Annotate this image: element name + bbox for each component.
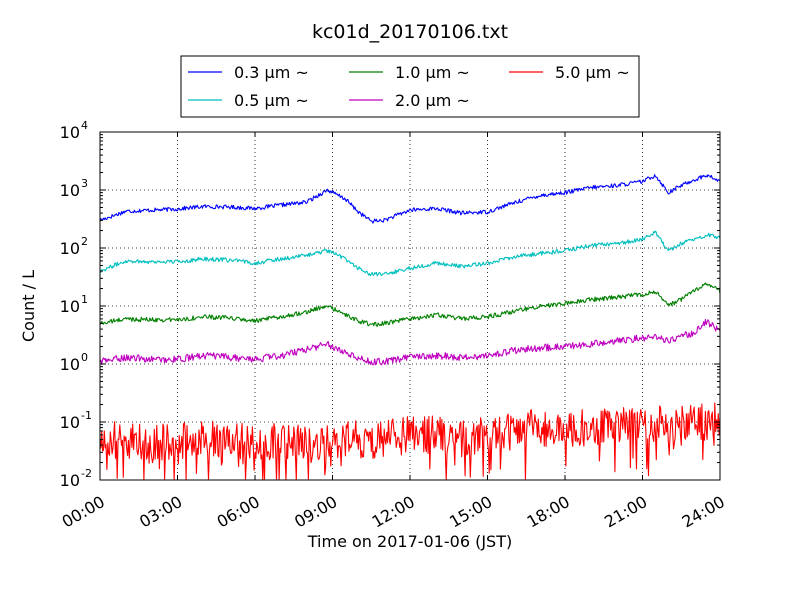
series-line <box>99 230 721 277</box>
x-tick-label: 12:00 <box>369 492 418 532</box>
y-tick-exponent: 4 <box>81 119 88 132</box>
y-tick-label: 10 <box>60 355 80 374</box>
x-axis-label: Time on 2017-01-06 (JST) <box>307 532 512 551</box>
y-tick-exponent: 2 <box>81 235 88 248</box>
chart-title: kc01d_20170106.txt <box>312 21 508 43</box>
legend-label: 1.0 μm ~ <box>395 63 470 82</box>
x-tick-label: 24:00 <box>679 492 728 532</box>
x-tick-label: 21:00 <box>601 492 650 532</box>
legend-label: 0.3 μm ~ <box>234 63 309 82</box>
y-axis-label: Count / L <box>19 270 38 342</box>
y-tick-exponent: 3 <box>81 177 88 190</box>
y-tick-exponent: 0 <box>81 351 88 364</box>
y-tick-label: 10 <box>60 123 80 142</box>
grid <box>100 132 720 480</box>
legend-box <box>180 55 640 118</box>
series-line <box>99 174 721 224</box>
y-tick-label: 10 <box>60 413 80 432</box>
series-line <box>99 402 721 481</box>
y-tick-label: 10 <box>60 239 80 258</box>
series-layer <box>99 174 721 481</box>
x-tick-label: 15:00 <box>446 492 495 532</box>
legend-label: 2.0 μm ~ <box>395 91 470 110</box>
y-tick-exponent: 1 <box>81 293 88 306</box>
legend-label: 0.5 μm ~ <box>234 91 309 110</box>
y-tick-exponent: -2 <box>81 467 92 480</box>
x-tick-label: 03:00 <box>136 492 185 532</box>
x-tick-label: 09:00 <box>291 492 340 532</box>
x-axis: 00:00 03:00 06:00 09:00 12:00 15:00 18:00 21:00… <box>59 132 728 532</box>
x-tick-label: 06:00 <box>214 492 263 532</box>
series-line <box>99 282 721 327</box>
legend-label: 5.0 μm ~ <box>555 63 630 82</box>
series-line <box>99 318 721 366</box>
x-tick-label: 00:00 <box>59 492 108 532</box>
y-tick-exponent: -1 <box>81 409 92 422</box>
y-tick-label: 10 <box>60 471 80 490</box>
y-tick-label: 10 <box>60 181 80 200</box>
x-tick-label: 18:00 <box>524 492 573 532</box>
y-tick-label: 10 <box>60 297 80 316</box>
legend: 0.3 μm ~ 0.5 μm ~ 1.0 μm ~ 2.0 μm ~ 5.0 μm ~ <box>180 55 640 118</box>
